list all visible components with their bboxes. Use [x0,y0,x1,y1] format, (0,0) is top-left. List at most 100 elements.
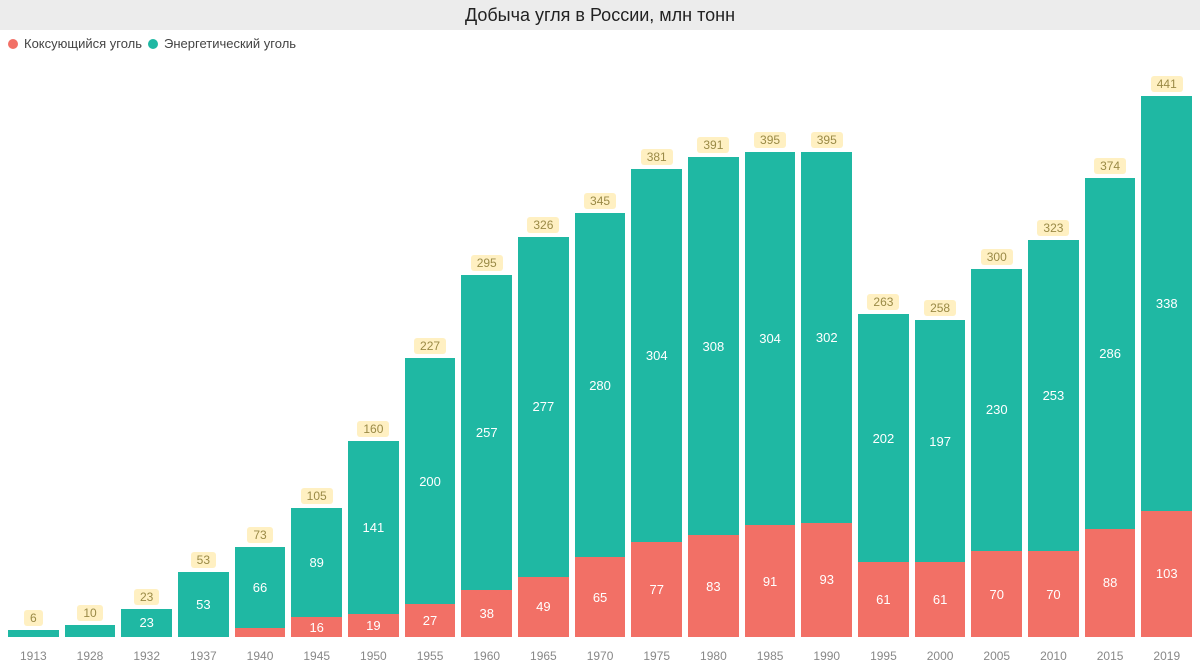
x-tick: 2000 [915,649,966,663]
total-badge: 323 [1037,220,1069,236]
total-badge: 10 [77,605,102,621]
x-tick: 1955 [405,649,456,663]
bar-segment-label: 91 [763,574,777,589]
total-badge: 381 [641,149,673,165]
bar-segment-coking: 70 [1028,551,1079,637]
total-badge: 263 [867,294,899,310]
bar-1913: 6 [8,610,59,637]
bar-1970: 34528065 [575,193,626,637]
bar-segment-energy: 23 [121,609,172,637]
x-tick: 1950 [348,649,399,663]
bar-segment-label: 23 [139,615,153,630]
bar-segment-coking: 103 [1141,511,1192,637]
bar-segment-label: 202 [873,431,895,446]
bars-container: 6102323535373661058916160141192272002729… [8,60,1192,637]
bar-segment-label: 304 [646,348,668,363]
bar-segment-label: 302 [816,330,838,345]
bar-segment-label: 197 [929,434,951,449]
bar-1960: 295 257 38 [461,255,512,637]
bar-segment-coking: 70 [971,551,1022,637]
total-badge: 395 [754,132,786,148]
bar-segment-energy: 304 [631,169,682,542]
total-badge: 105 [301,488,333,504]
bar-2000: 258 197 61 [915,300,966,637]
bar-segment-coking: 19 [348,614,399,637]
x-tick: 1913 [8,649,59,663]
x-tick: 2005 [971,649,1022,663]
bar-segment-energy: 257 [461,275,512,591]
bar-segment-label: 230 [986,402,1008,417]
bar-segment-coking: 77 [631,542,682,637]
bar-1955: 22720027 [405,338,456,637]
total-badge: 374 [1094,158,1126,174]
bar-1950: 160 141 19 [348,421,399,637]
bar-segment-label: 304 [759,331,781,346]
bar-segment-energy: 230 [971,269,1022,551]
bar-segment-energy: 277 [518,237,569,577]
bar-1990: 39530293 [801,132,852,637]
bar-segment-label: 103 [1156,566,1178,581]
total-badge: 295 [471,255,503,271]
x-tick: 1965 [518,649,569,663]
x-tick: 1990 [801,649,852,663]
bar-2010: 323 25370 [1028,220,1079,637]
legend-label-coking: Коксующийся уголь [24,36,142,51]
total-badge: 395 [811,132,843,148]
bar-segment-energy: 253 [1028,240,1079,551]
bar-segment-label: 66 [253,580,267,595]
bar-segment-energy: 66 [235,547,286,628]
bar-segment-energy: 304 [745,152,796,525]
bar-segment-energy: 286 [1085,178,1136,529]
bar-1995: 263 202 61 [858,294,909,637]
bar-1928: 10 [65,605,116,637]
x-tick: 1985 [745,649,796,663]
total-badge: 258 [924,300,956,316]
chart-title: Добыча угля в России, млн тонн [0,0,1200,30]
bar-segment-label: 89 [309,555,323,570]
bar-segment-label: 286 [1099,346,1121,361]
x-tick: 2015 [1085,649,1136,663]
total-badge: 6 [24,610,43,626]
x-tick: 1970 [575,649,626,663]
bar-segment-energy: 200 [405,358,456,604]
bar-segment-label: 141 [363,520,385,535]
bar-segment-coking: 61 [915,562,966,637]
bar-segment-coking: 91 [745,525,796,637]
bar-segment-energy [8,630,59,637]
bar-segment-label: 200 [419,474,441,489]
x-tick: 1975 [631,649,682,663]
bar-segment-label: 16 [309,620,323,635]
bar-segment-label: 338 [1156,296,1178,311]
bar-segment-energy: 89 [291,508,342,617]
bar-segment-coking: 61 [858,562,909,637]
bar-segment-label: 19 [366,618,380,633]
bar-segment-label: 277 [533,399,555,414]
bar-segment-label: 65 [593,590,607,605]
x-tick: 1995 [858,649,909,663]
x-axis: 1913192819321937194019451950195519601965… [8,649,1192,663]
total-badge: 160 [357,421,389,437]
bar-1945: 105 89 16 [291,488,342,637]
total-badge: 391 [697,137,729,153]
bar-1975: 381 304 77 [631,149,682,637]
bar-segment-label: 83 [706,579,720,594]
bar-segment-label: 308 [703,339,725,354]
bar-segment-energy: 141 [348,441,399,614]
x-tick: 1945 [291,649,342,663]
bar-2005: 30023070 [971,249,1022,637]
bar-segment-energy: 338 [1141,96,1192,511]
bar-segment-coking [235,628,286,637]
legend-dot-energy [148,39,158,49]
chart-container: Добыча угля в России, млн тонн Коксующий… [0,0,1200,667]
total-badge: 53 [191,552,216,568]
bar-segment-coking: 38 [461,590,512,637]
bar-segment-energy: 302 [801,152,852,523]
total-badge: 326 [527,217,559,233]
bar-segment-label: 38 [479,606,493,621]
bar-segment-energy [65,625,116,637]
bar-segment-label: 27 [423,613,437,628]
bar-segment-label: 53 [196,597,210,612]
x-tick: 1940 [235,649,286,663]
total-badge: 23 [134,589,159,605]
bar-segment-coking: 27 [405,604,456,637]
